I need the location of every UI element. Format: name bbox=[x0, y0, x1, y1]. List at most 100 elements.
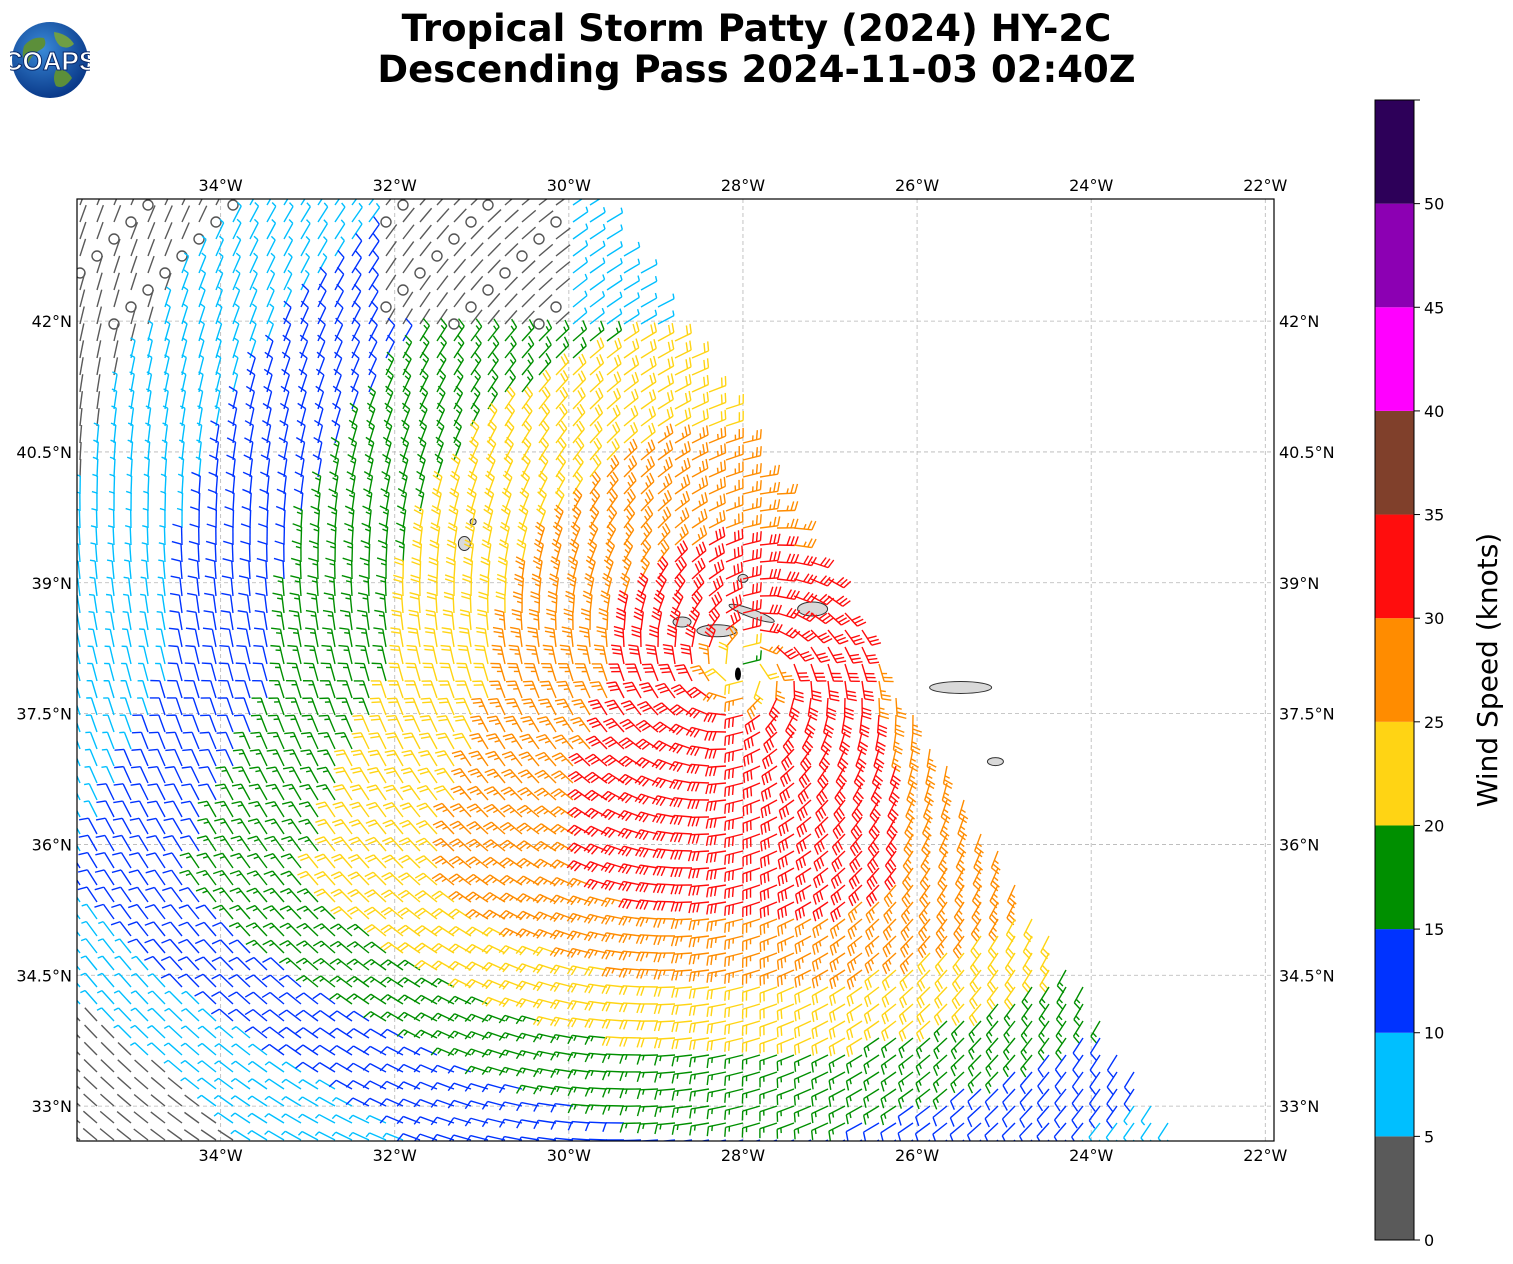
wind-barb bbox=[142, 507, 149, 529]
wind-barb bbox=[143, 490, 149, 512]
wind-barb bbox=[550, 216, 562, 228]
wind-barb bbox=[293, 488, 304, 512]
wind-barb bbox=[334, 249, 345, 274]
wind-barb bbox=[453, 419, 462, 444]
wind-barb bbox=[606, 421, 621, 444]
wind-barb bbox=[79, 199, 84, 206]
wind-barb bbox=[191, 471, 201, 495]
wind-barb bbox=[130, 199, 135, 206]
lat-tick-label-right: 33°N bbox=[1279, 1097, 1319, 1116]
wind-barb bbox=[742, 446, 762, 461]
wind-barb bbox=[402, 257, 414, 274]
wind-barb bbox=[657, 456, 673, 478]
wind-barb bbox=[691, 475, 709, 495]
wind-barb bbox=[589, 404, 604, 427]
wind-barb bbox=[504, 436, 514, 461]
wind-barb bbox=[334, 202, 346, 223]
wind-barb bbox=[109, 456, 116, 478]
wind-barb bbox=[367, 385, 377, 410]
wind-barb bbox=[657, 423, 674, 444]
wind-barb bbox=[555, 370, 569, 393]
wind-barb bbox=[589, 320, 605, 342]
wind-barb bbox=[436, 199, 444, 206]
wind-barb bbox=[145, 405, 152, 427]
wind-barb bbox=[108, 507, 115, 529]
wind-barb bbox=[725, 394, 744, 410]
wind-barb bbox=[249, 218, 259, 240]
wind-barb bbox=[283, 269, 293, 291]
wind-barb bbox=[487, 242, 502, 257]
wind-barb bbox=[123, 559, 132, 580]
wind-barb bbox=[96, 306, 103, 325]
wind-barb bbox=[657, 322, 675, 342]
wind-barb bbox=[317, 219, 328, 240]
wind-barb bbox=[312, 454, 322, 478]
wind-barb bbox=[504, 276, 518, 291]
wind-barb bbox=[334, 219, 346, 240]
wind-barb bbox=[300, 202, 311, 223]
wind-barb bbox=[470, 318, 483, 342]
wind-barb bbox=[464, 522, 476, 546]
lat-tick-label-left: 36°N bbox=[32, 835, 72, 854]
wind-barb bbox=[96, 391, 101, 410]
wind-barb bbox=[128, 388, 135, 410]
wind-barb bbox=[258, 505, 269, 529]
wind-barb bbox=[262, 420, 272, 444]
wind-barb bbox=[555, 319, 570, 342]
wind-barb bbox=[295, 454, 305, 478]
wind-barb bbox=[1030, 1139, 1033, 1141]
wind-barb bbox=[470, 368, 482, 393]
wind-barb bbox=[142, 525, 149, 546]
wind-barb bbox=[147, 238, 156, 257]
wind-barb bbox=[470, 259, 484, 274]
globe-icon: COAPS bbox=[3, 22, 97, 98]
wind-barb bbox=[181, 205, 191, 223]
wind-barb bbox=[470, 199, 479, 206]
wind-barb bbox=[538, 386, 551, 410]
wind-barb bbox=[351, 219, 363, 240]
wind-barb bbox=[130, 221, 139, 240]
wind-barb bbox=[725, 478, 744, 495]
wind-barb bbox=[448, 318, 460, 330]
wind-barb bbox=[317, 236, 328, 257]
wind-barb bbox=[385, 334, 395, 359]
wind-barb bbox=[623, 405, 639, 427]
wind-barb bbox=[227, 420, 237, 444]
wind-barb bbox=[521, 209, 537, 223]
wind-barb bbox=[327, 505, 338, 529]
wind-barb bbox=[396, 522, 406, 546]
lat-tick-label-right: 39°N bbox=[1279, 574, 1319, 593]
wind-barb bbox=[108, 318, 120, 330]
wind-barb bbox=[193, 233, 205, 245]
wind-barb bbox=[554, 487, 565, 512]
wind-barb bbox=[368, 233, 380, 257]
wind-barb bbox=[640, 292, 658, 308]
wind-barb bbox=[419, 241, 432, 257]
wind-barb bbox=[126, 473, 133, 495]
wind-barb bbox=[657, 489, 672, 512]
wind-barb bbox=[329, 454, 340, 478]
wind-barb bbox=[223, 540, 234, 563]
wind-barb bbox=[605, 538, 616, 563]
wind-barb bbox=[431, 505, 442, 529]
wind-barb bbox=[412, 539, 423, 563]
wind-barb bbox=[470, 402, 481, 427]
wind-barb bbox=[436, 351, 447, 376]
wind-barb bbox=[589, 387, 604, 410]
wind-barb bbox=[521, 293, 536, 308]
wind-barb bbox=[239, 557, 251, 580]
wind-barb bbox=[606, 454, 620, 478]
wind-barb bbox=[430, 522, 441, 546]
wind-barb bbox=[368, 199, 375, 206]
lat-tick-label-left: 37.5°N bbox=[16, 705, 72, 724]
wind-barb bbox=[91, 490, 98, 512]
wind-barb bbox=[385, 308, 396, 325]
wind-barb bbox=[589, 291, 606, 308]
wind-barb bbox=[198, 199, 203, 206]
wind-barb bbox=[147, 289, 155, 308]
wind-barb bbox=[351, 233, 363, 257]
wind-barb bbox=[674, 407, 692, 427]
wind-barb bbox=[606, 207, 624, 223]
wind-barb bbox=[188, 540, 200, 563]
